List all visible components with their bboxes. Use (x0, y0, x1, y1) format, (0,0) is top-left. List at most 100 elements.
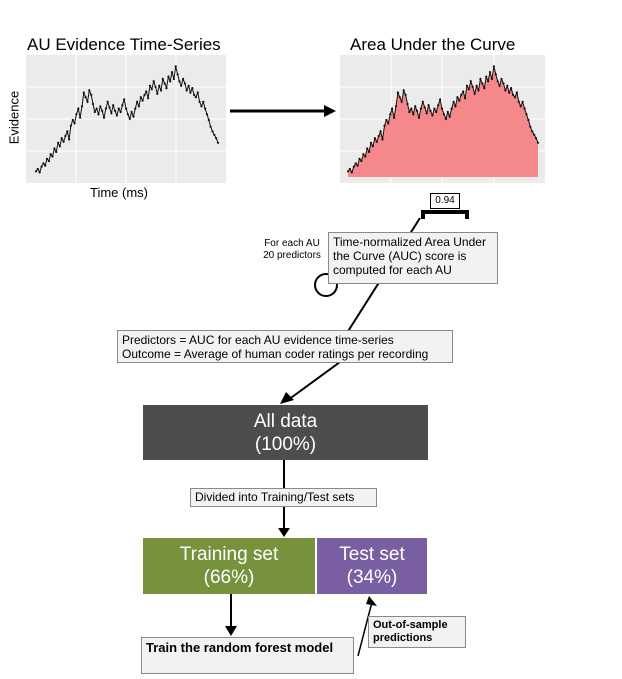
series-point (425, 112, 428, 115)
series-point (494, 73, 497, 76)
series-point (525, 113, 528, 116)
series-point (515, 91, 518, 94)
series-point (437, 104, 440, 107)
out-of-sample-note: Out-of-sample predictions (368, 616, 466, 648)
series-point (77, 107, 80, 110)
series-point (442, 113, 446, 116)
series-point (531, 130, 534, 133)
series-point (471, 85, 474, 88)
test-set-box: Test set (34%) (317, 538, 427, 594)
series-point (204, 107, 207, 110)
series-point (66, 130, 69, 133)
series-point (167, 75, 170, 78)
auc-title: Area Under the Curve (350, 35, 516, 54)
series-point (446, 110, 449, 114)
series-point (421, 100, 424, 103)
series-point (152, 80, 155, 83)
series-point (454, 105, 457, 108)
loop-label: For each AU 20 predictors (252, 238, 332, 262)
series-point (191, 87, 194, 90)
series-point (106, 100, 109, 103)
connector-train-to-test (357, 601, 373, 657)
series-point (196, 91, 199, 94)
series-point (180, 84, 183, 87)
series-point (55, 150, 58, 153)
series-point (176, 73, 179, 76)
series-point (86, 100, 89, 103)
series-point (475, 84, 478, 87)
timeseries-xlabel: Time (ms) (90, 185, 149, 200)
timeseries-points (34, 65, 220, 174)
auc-bracket (421, 210, 469, 219)
series-point (154, 85, 157, 88)
series-point (417, 116, 421, 119)
auc-value-box: 0.94 (430, 193, 460, 209)
series-point (419, 107, 422, 110)
series-point (141, 99, 144, 102)
series-point (508, 91, 511, 94)
series-point (510, 87, 513, 90)
series-point (348, 167, 351, 171)
series-point (75, 113, 78, 116)
series-point (504, 89, 507, 92)
series-point (119, 110, 122, 114)
series-point (172, 77, 175, 81)
series-point (387, 122, 390, 125)
series-point (187, 84, 190, 87)
series-point (396, 91, 399, 94)
series-point (429, 109, 432, 112)
test-set-label: Test set (339, 544, 405, 565)
series-point (178, 80, 181, 83)
series-point (379, 130, 382, 133)
series-point (99, 105, 102, 108)
series-point (215, 137, 218, 140)
series-point (354, 162, 357, 165)
series-point (462, 90, 465, 93)
series-point (533, 133, 536, 136)
series-point (115, 114, 118, 117)
series-point (71, 118, 74, 122)
series-point (112, 104, 115, 107)
series-point (90, 93, 93, 96)
series-point (393, 116, 396, 119)
series-point (502, 82, 505, 85)
series-point (161, 77, 164, 81)
test-set-percent: (34%) (346, 567, 398, 588)
series-point (492, 65, 495, 68)
series-point (82, 91, 85, 94)
series-point (126, 113, 129, 116)
series-point (145, 90, 148, 93)
predictors-outcome-note: Predictors = AUC for each AU evidence ti… (117, 330, 453, 363)
series-point (34, 170, 38, 173)
series-point (95, 107, 98, 110)
series-point (51, 155, 54, 158)
series-point (193, 93, 196, 96)
series-point (150, 88, 153, 91)
series-point (352, 165, 355, 168)
series-point (513, 96, 517, 99)
series-point (358, 157, 361, 160)
series-point (473, 92, 476, 95)
auc-filled-area (348, 66, 538, 177)
series-point (216, 141, 220, 144)
split-note: Divided into Training/Test sets (190, 488, 377, 507)
series-point (512, 93, 515, 96)
arrowhead-training (278, 528, 290, 537)
series-point (391, 107, 394, 110)
series-point (49, 153, 52, 156)
loop-circle (314, 273, 338, 297)
training-set-label: Training set (179, 544, 279, 565)
series-point (117, 107, 120, 110)
train-model-note: Train the random forest model (141, 637, 354, 674)
series-point (183, 82, 186, 85)
series-point (406, 102, 409, 106)
series-point (200, 105, 203, 108)
auc-line (347, 66, 539, 174)
series-point (373, 137, 376, 140)
series-point (416, 109, 419, 112)
all-data-percent: (100%) (254, 433, 317, 455)
series-point (169, 80, 172, 83)
series-point (53, 147, 56, 150)
series-point (517, 100, 520, 103)
series-point (535, 137, 538, 140)
